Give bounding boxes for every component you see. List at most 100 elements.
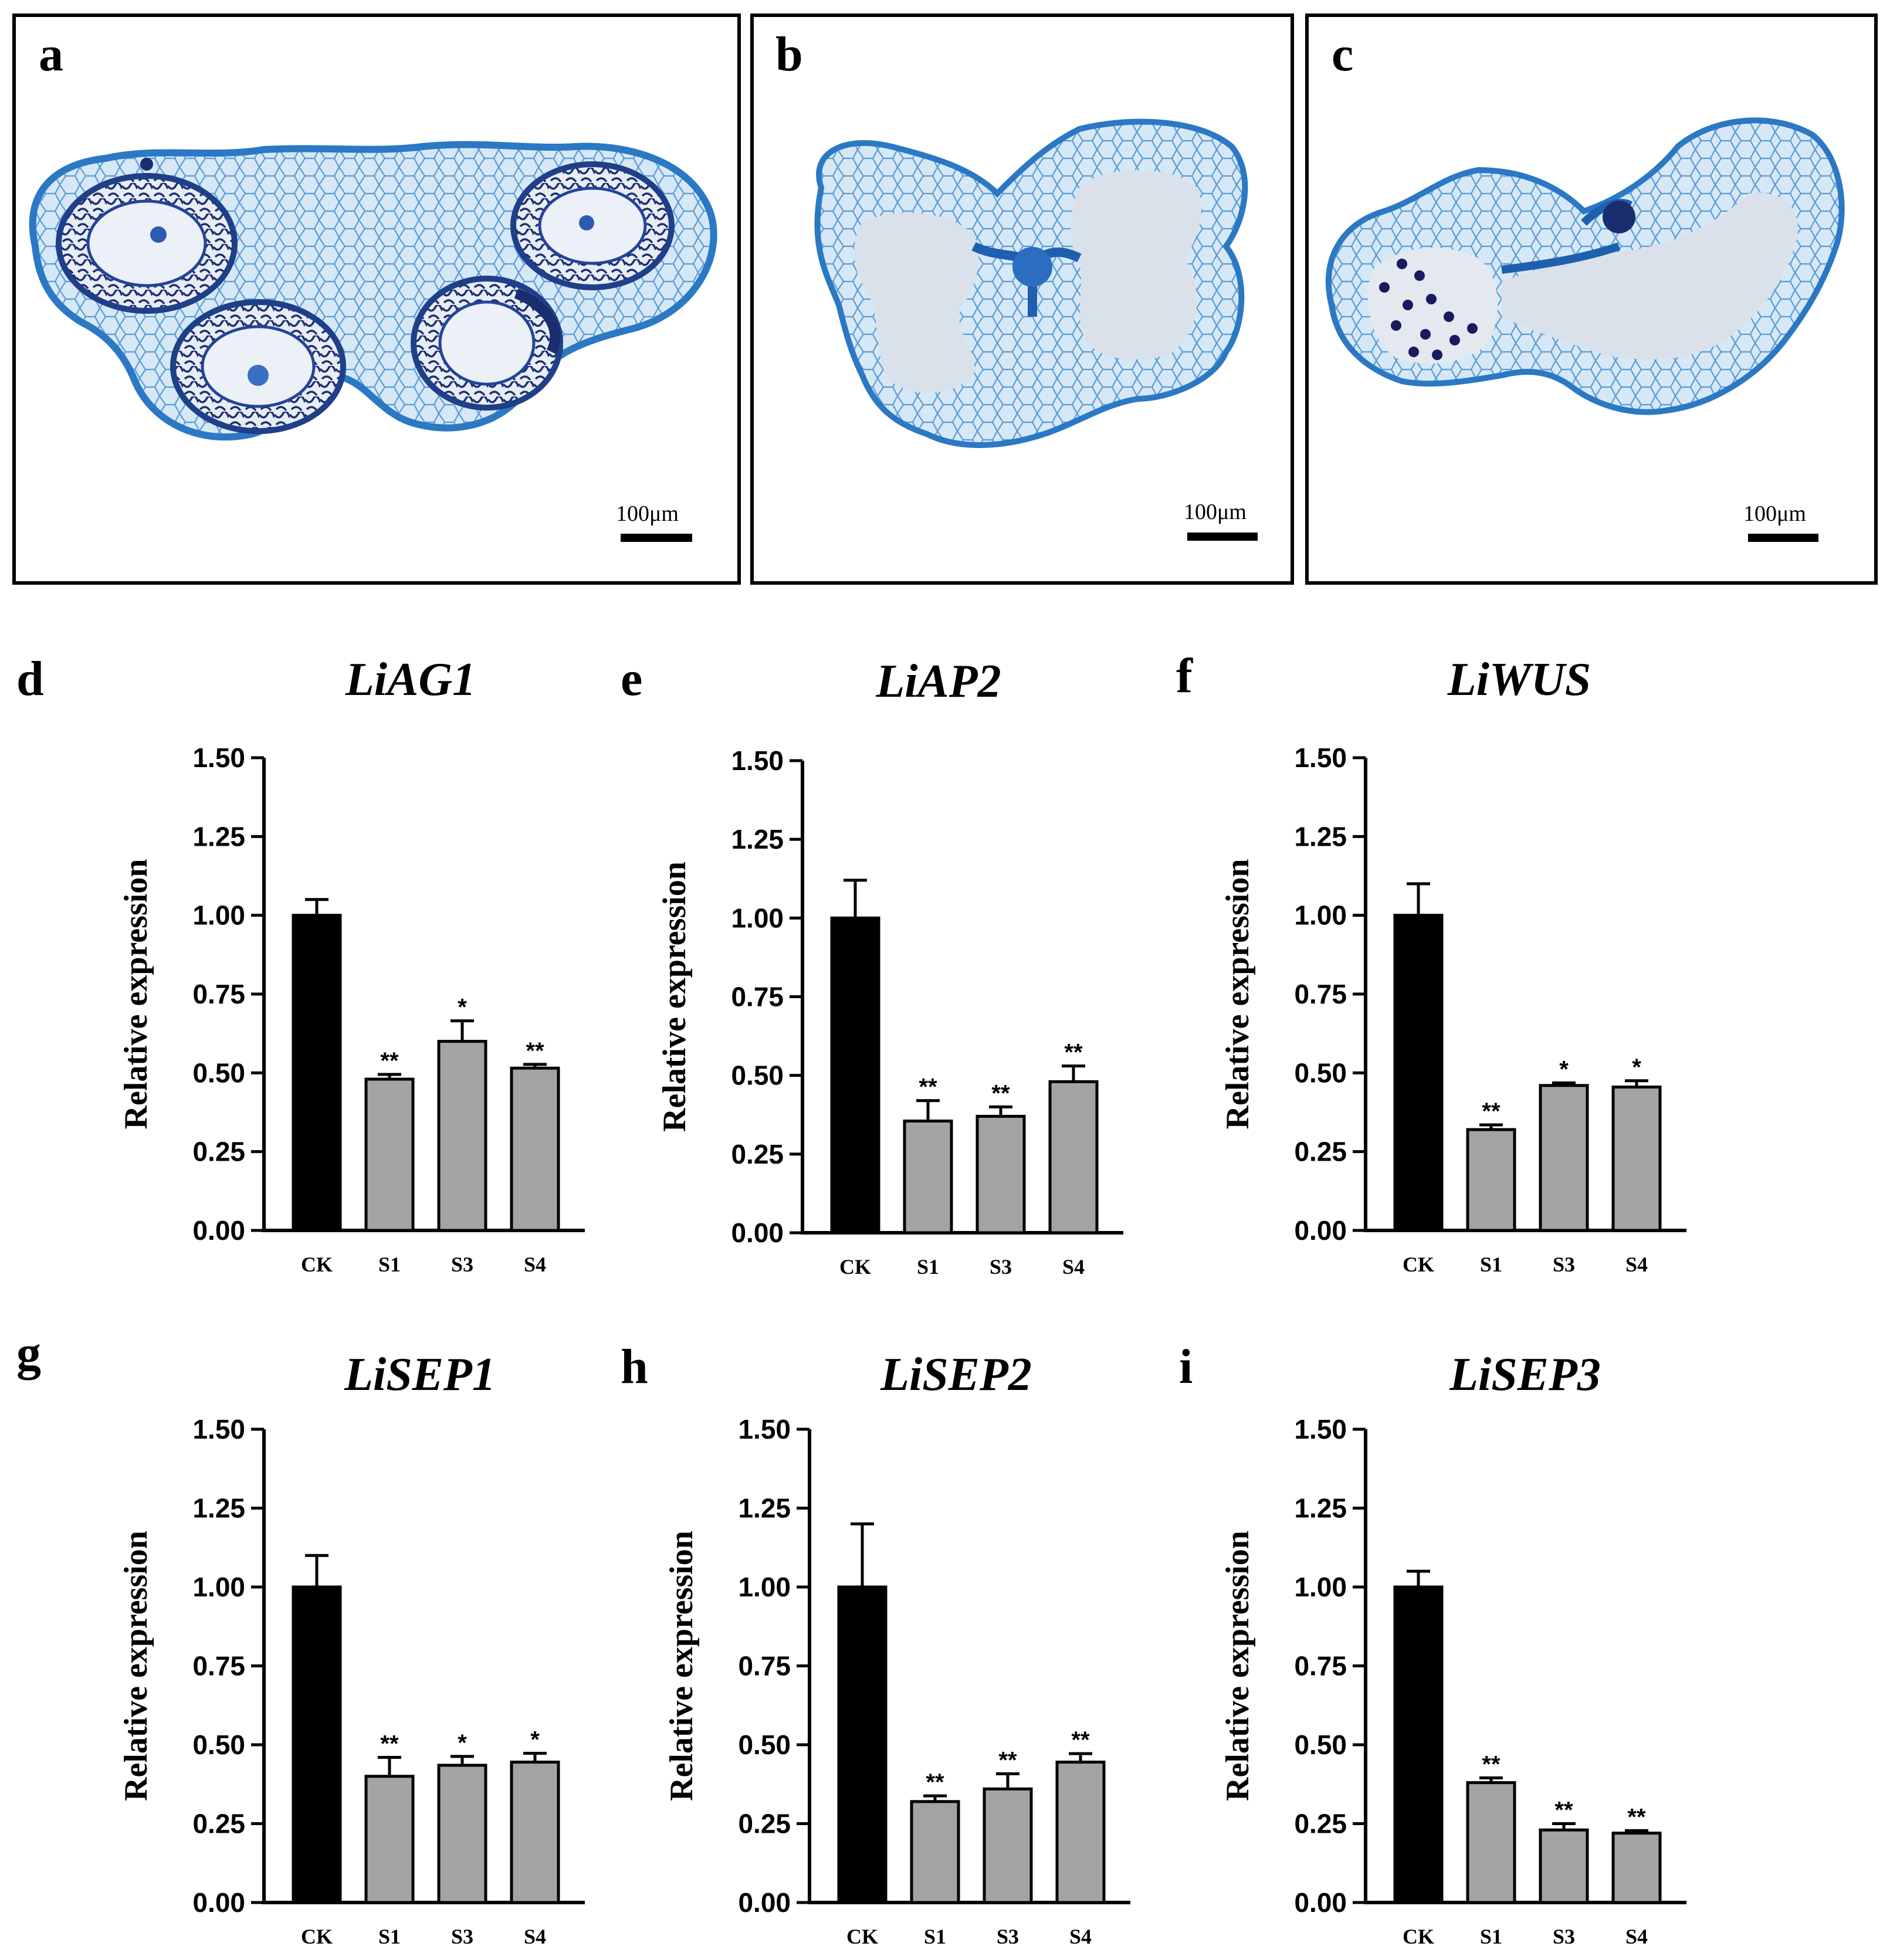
y-tick-label: 0.00 (1294, 1215, 1347, 1246)
y-tick-label: 1.00 (731, 903, 784, 933)
y-axis-label: Relative expression (663, 1531, 700, 1801)
chart-title: LiAP2 (875, 656, 1001, 707)
bar-s1 (364, 1775, 415, 1904)
chart-title: LiSEP3 (1449, 1349, 1601, 1401)
bar-ck (830, 916, 880, 1235)
bar-s1 (1466, 1128, 1516, 1232)
x-tick-label: S1 (378, 1925, 401, 1948)
x-tick-label: CK (839, 1255, 871, 1279)
bar-s4 (1055, 1761, 1106, 1904)
x-tick-label: S4 (524, 1925, 546, 1948)
significance-label: * (530, 1727, 540, 1753)
significance-label: ** (526, 1038, 544, 1064)
bar-s4 (1611, 1832, 1662, 1904)
bar-s3 (976, 1114, 1026, 1235)
x-tick-label: S3 (997, 1925, 1019, 1948)
x-tick-label: CK (846, 1925, 878, 1948)
x-tick-label: S3 (451, 1253, 473, 1276)
panel-letter: g (16, 1326, 41, 1381)
micrograph-panel-b: b 100μm (750, 13, 1294, 585)
significance-label: * (1559, 1057, 1569, 1083)
y-tick-label: 1.50 (192, 742, 245, 773)
significance-label: ** (380, 1048, 399, 1074)
scale-bar-label: 100μm (616, 501, 679, 526)
x-tick-label: S4 (1625, 1925, 1648, 1948)
significance-label: ** (991, 1080, 1010, 1106)
bar-s3 (437, 1040, 487, 1232)
chart-e: e LiAP2 Relative expression 0.00 0.25 0.50 0.7… (621, 652, 1123, 1279)
y-tick-label: 1.25 (192, 821, 245, 852)
y-tick-label: 1.50 (731, 745, 784, 776)
y-tick-label: 1.25 (731, 824, 784, 854)
y-tick-label: 1.25 (738, 1493, 791, 1524)
anther-cross-section-image (1325, 117, 1845, 415)
x-tick-label: S3 (1553, 1253, 1575, 1276)
y-tick-label: 1.50 (192, 1414, 245, 1444)
significance-label: * (1632, 1054, 1641, 1080)
x-tick-label: S4 (1625, 1253, 1648, 1276)
y-tick-label: 0.25 (192, 1137, 245, 1167)
y-tick-label: 0.00 (738, 1887, 791, 1918)
y-tick-label: 1.00 (1294, 900, 1347, 931)
y-tick-label: 0.75 (731, 982, 784, 1012)
x-tick-label: S1 (1480, 1253, 1502, 1276)
y-tick-label: 0.50 (738, 1730, 791, 1760)
scale-bar-label: 100μm (1743, 501, 1806, 526)
scale-bar: 100μm (616, 501, 692, 542)
significance-label: ** (1064, 1040, 1083, 1066)
x-tick-label: S3 (990, 1255, 1012, 1279)
chart-h: h LiSEP2 Relative expression 0.00 0.25 0.50 0.… (621, 1340, 1130, 1948)
y-axis-label: Relative expression (1220, 1531, 1256, 1801)
panel-letter: e (621, 652, 642, 706)
bar-s4 (1611, 1086, 1662, 1232)
chart-f: f LiWUS Relative expression 0.00 0.25 0.50 0.7… (1176, 649, 1686, 1276)
significance-label: ** (1554, 1798, 1573, 1823)
scale-bar-label: 100μm (1184, 500, 1247, 524)
y-tick-label: 1.00 (1294, 1572, 1347, 1602)
y-tick-label: 0.25 (731, 1139, 784, 1169)
y-tick-label: 0.75 (192, 979, 245, 1009)
micrograph-panel-c: c 100μm (1305, 13, 1878, 585)
scale-bar: 100μm (1743, 501, 1818, 542)
y-tick-label: 0.75 (1294, 1651, 1347, 1681)
bar-s3 (1539, 1828, 1589, 1904)
chart-title: LiSEP2 (880, 1349, 1032, 1401)
significance-label: ** (1482, 1098, 1501, 1124)
bar-ck (292, 914, 342, 1232)
panel-letter: b (775, 27, 803, 82)
panel-letter: h (621, 1340, 648, 1394)
y-tick-label: 1.50 (738, 1414, 791, 1444)
bar-s3 (437, 1764, 487, 1904)
chart-g: g LiSEP1 Relative expression 0.00 0.25 0.50 0.… (16, 1326, 585, 1948)
y-axis-label: Relative expression (118, 1531, 154, 1801)
chart-i: i LiSEP3 Relative expression 0.00 0.25 0.50 0.… (1179, 1340, 1686, 1948)
y-tick-label: 0.75 (738, 1651, 791, 1681)
panel-letter: d (16, 652, 44, 706)
x-tick-label: CK (301, 1253, 333, 1276)
chart-title: LiAG1 (345, 654, 476, 706)
bar-ck (292, 1585, 342, 1904)
bar-s4 (510, 1761, 560, 1904)
x-tick-label: CK (1403, 1253, 1434, 1276)
bar-s1 (1466, 1781, 1516, 1904)
y-tick-label: 0.00 (1294, 1887, 1347, 1918)
x-tick-label: S4 (1069, 1925, 1092, 1948)
bar-s1 (903, 1119, 953, 1235)
bar-s4 (1048, 1080, 1099, 1235)
bar-ck (1393, 914, 1444, 1232)
bar-ck (1393, 1585, 1444, 1904)
x-tick-label: S4 (524, 1253, 546, 1276)
panel-letter: c (1332, 27, 1353, 82)
x-tick-label: S3 (1553, 1925, 1575, 1948)
y-tick-label: 1.00 (192, 1572, 245, 1602)
scale-bar: 100μm (1184, 500, 1258, 541)
x-tick-label: S1 (1480, 1925, 1502, 1948)
y-tick-label: 0.25 (192, 1809, 245, 1839)
panel-letter: a (39, 27, 63, 82)
bar-s3 (1539, 1084, 1589, 1232)
bar-s1 (364, 1077, 415, 1232)
pollen-grains (1379, 259, 1478, 360)
y-tick-label: 0.50 (1294, 1730, 1347, 1760)
bar-s1 (910, 1800, 960, 1904)
